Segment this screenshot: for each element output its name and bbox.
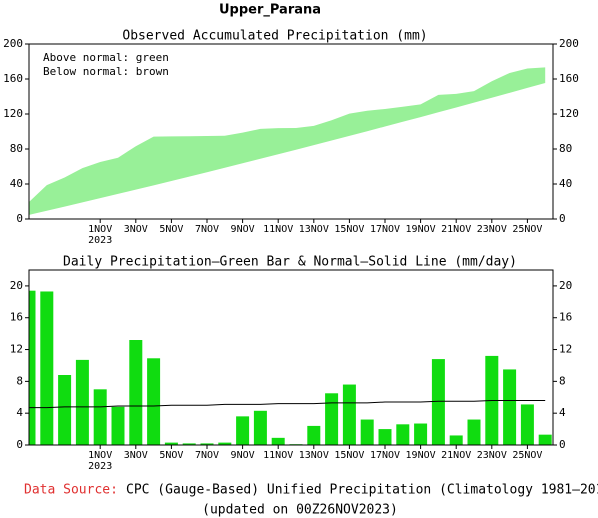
x-tick-label: 17NOV: [370, 224, 400, 235]
plot-area: [29, 290, 552, 445]
bar: [111, 406, 125, 445]
x-tick-label: 13NOV: [299, 224, 329, 235]
normal-line: [29, 399, 546, 409]
x-tick-label: 11NOV: [263, 450, 293, 461]
y-tick-label: 0: [16, 212, 23, 225]
bar: [414, 423, 428, 445]
x-tick-label: 1NOV: [88, 450, 112, 461]
x-tick-label: 19NOV: [406, 224, 436, 235]
x-tick-label: 9NOV: [231, 450, 255, 461]
x-tick-label: 23NOV: [477, 224, 507, 235]
y-tick-label: 160: [559, 72, 579, 85]
bar: [129, 340, 143, 445]
y-tick-label: 120: [3, 107, 23, 120]
bar: [218, 442, 232, 445]
x-tick-label: 7NOV: [195, 450, 219, 461]
page-title: Upper_Parana: [219, 3, 321, 18]
y-tick-label: 4: [16, 406, 23, 419]
updated: (updated on 00Z26NOV2023): [202, 503, 398, 518]
y-tick-label: 4: [559, 406, 566, 419]
area: [29, 67, 546, 215]
x-tick-label: 11NOV: [263, 224, 293, 235]
y-tick-label: 0: [559, 212, 566, 225]
y-tick-label: 12: [559, 343, 572, 356]
x-tick-label: 25NOV: [512, 224, 542, 235]
bar: [396, 424, 410, 445]
source: CPC (Gauge-Based) Unified Precipitation …: [126, 483, 598, 498]
y-tick-label: 80: [10, 142, 23, 155]
x-sublabel: 2023: [88, 235, 112, 246]
y-tick-label: 200: [559, 37, 579, 50]
x-tick-label: 9NOV: [231, 224, 255, 235]
y-tick-label: 12: [10, 343, 23, 356]
plot-area: [29, 67, 546, 215]
bar: [378, 429, 392, 445]
bar: [29, 290, 36, 445]
x-tick-label: 25NOV: [512, 450, 542, 461]
bar: [182, 443, 196, 445]
axis-frame: [28, 269, 554, 446]
y-tick-label: 20: [559, 279, 572, 292]
bar: [325, 393, 339, 445]
bar: [360, 419, 374, 445]
chart-title: Daily Precipitation–Green Bar & Normal–S…: [63, 255, 517, 270]
bar: [147, 358, 161, 445]
x-tick-label: 23NOV: [477, 450, 507, 461]
y-tick-label: 0: [16, 438, 23, 451]
bar: [253, 410, 267, 445]
x-tick-label: 21NOV: [441, 224, 471, 235]
x-tick-label: 13NOV: [299, 450, 329, 461]
bar: [467, 419, 481, 445]
bar: [342, 384, 356, 445]
bar: [520, 404, 534, 445]
source-label: Data Source:: [24, 483, 118, 498]
bar: [503, 369, 517, 445]
y-tick-label: 0: [559, 438, 566, 451]
bar: [58, 375, 72, 445]
axis-frame: [28, 43, 554, 220]
bar: [271, 437, 285, 445]
y-tick-label: 120: [559, 107, 579, 120]
bar: [164, 442, 178, 445]
x-sublabel: 2023: [88, 461, 112, 472]
y-tick-label: 8: [16, 374, 23, 387]
bar: [236, 416, 250, 445]
x-tick-label: 21NOV: [441, 450, 471, 461]
annotation: Above normal: green: [43, 51, 169, 64]
bar: [431, 359, 445, 445]
bar: [538, 434, 552, 445]
x-tick-label: 19NOV: [406, 450, 436, 461]
y-tick-label: 8: [559, 374, 566, 387]
y-tick-label: 160: [3, 72, 23, 85]
bar: [93, 389, 107, 445]
bar: [307, 425, 321, 445]
bar: [449, 435, 463, 445]
x-tick-label: 7NOV: [195, 224, 219, 235]
x-tick-label: 3NOV: [124, 450, 148, 461]
y-tick-label: 16: [10, 311, 23, 324]
y-tick-label: 200: [3, 37, 23, 50]
y-tick-label: 16: [559, 311, 572, 324]
x-tick-label: 15NOV: [334, 450, 364, 461]
annotation: Below normal: brown: [43, 65, 169, 78]
y-tick-label: 20: [10, 279, 23, 292]
x-tick-label: 5NOV: [159, 224, 183, 235]
y-tick-label: 40: [10, 177, 23, 190]
x-tick-label: 17NOV: [370, 450, 400, 461]
x-tick-label: 15NOV: [334, 224, 364, 235]
y-tick-label: 80: [559, 142, 572, 155]
x-tick-label: 5NOV: [159, 450, 183, 461]
x-tick-label: 3NOV: [124, 224, 148, 235]
bar: [75, 359, 89, 445]
chart-title: Observed Accumulated Precipitation (mm): [122, 29, 427, 44]
x-tick-label: 1NOV: [88, 224, 112, 235]
bar: [200, 443, 214, 445]
bar: [40, 291, 54, 445]
y-tick-label: 40: [559, 177, 572, 190]
